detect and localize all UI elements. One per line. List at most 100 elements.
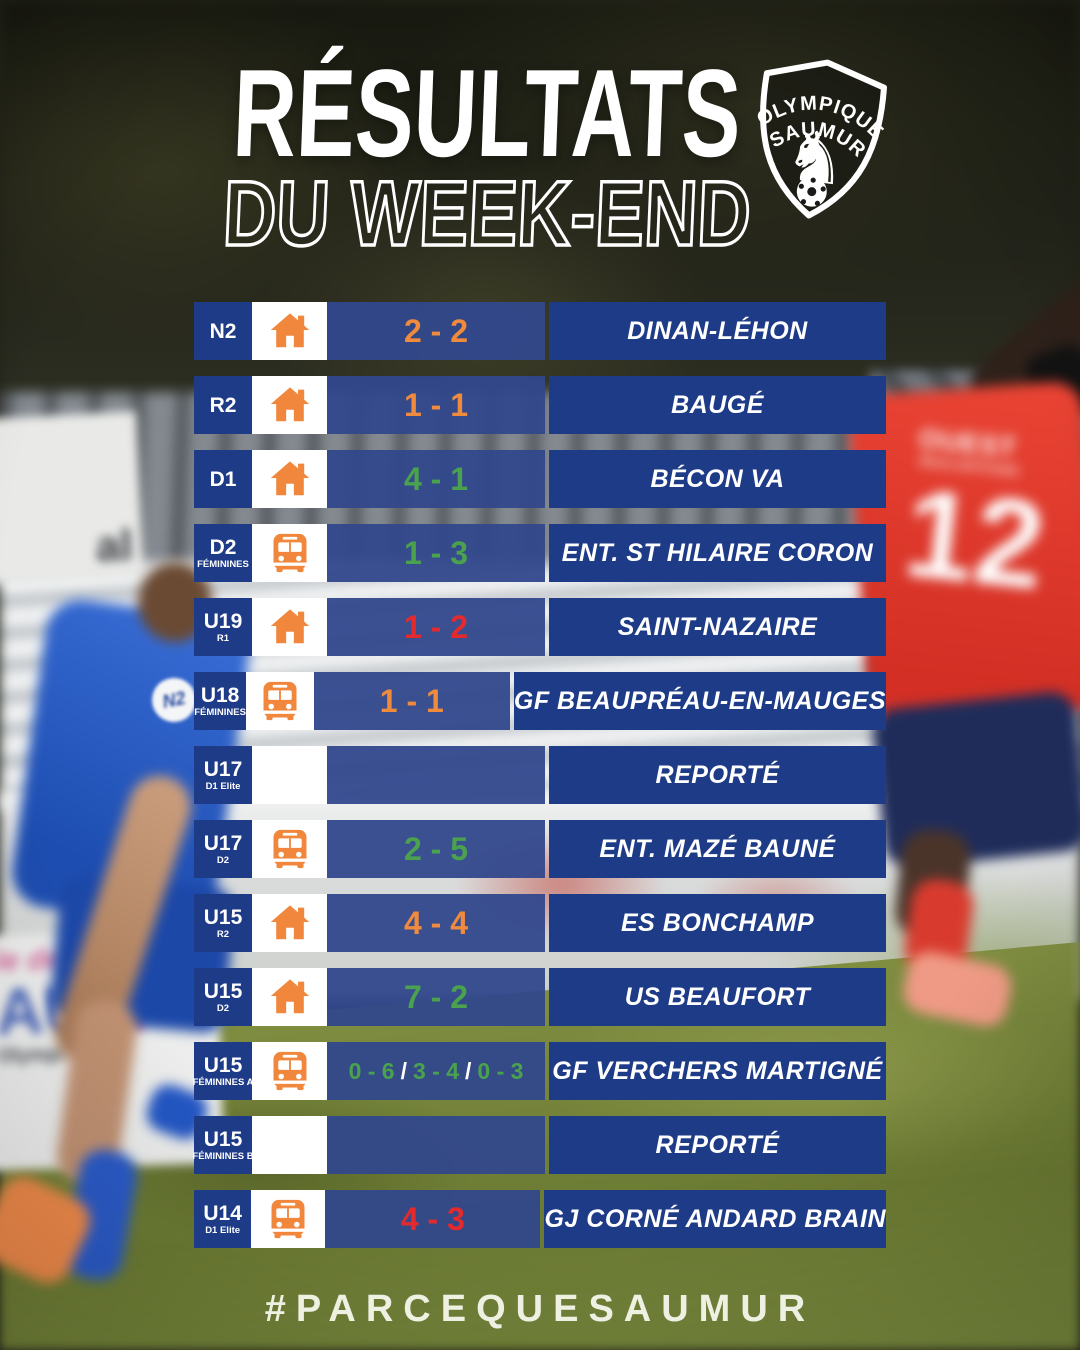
- score-cell: 1 - 1: [313, 672, 510, 730]
- result-row: U18 FÉMININES: [194, 672, 887, 730]
- stand-girder: [870, 370, 1080, 680]
- opponent-cell: REPORTÉ: [549, 746, 886, 804]
- league-cell: U15 R2: [194, 894, 252, 952]
- score-text: 4 - 1: [403, 460, 469, 497]
- venue-cell: [252, 746, 327, 804]
- league-cell: U17 D1 Elite: [194, 746, 252, 804]
- opponent-cell: BÉCON VA: [549, 450, 886, 508]
- league-cell: U15 FÉMININES B: [192, 1116, 254, 1174]
- league-cell: N2: [194, 302, 252, 360]
- score-cell: 4 - 4: [327, 894, 545, 952]
- result-row: U15 R2: [194, 894, 886, 952]
- league-label: U15: [203, 979, 243, 1003]
- saumur-wall-sign: le de AUM Olympi: [0, 927, 225, 1172]
- score-cell: 1 - 3: [327, 524, 545, 582]
- score-cell: 2 - 2: [327, 302, 545, 360]
- pink-boot: [899, 947, 1016, 1031]
- red-player-sock: [901, 876, 977, 979]
- venue-cell: [252, 376, 327, 434]
- score-cell: 2 - 5: [327, 820, 545, 878]
- score-text: 2 - 2: [403, 312, 469, 349]
- venue-cell: [252, 820, 327, 878]
- score-text: 0 - 6: [348, 1057, 395, 1084]
- league-cell: D2 FÉMININES: [194, 524, 252, 582]
- red-player-leg: [892, 826, 974, 944]
- league-label: U17: [203, 757, 243, 781]
- wall-sign-text: al: [94, 520, 134, 572]
- result-row: U17 D1 Elite: [194, 746, 886, 804]
- wall-text-sub: Olympi: [0, 1043, 66, 1068]
- division-label: D2: [216, 1002, 230, 1014]
- division-label: FÉMININES A: [192, 1076, 254, 1088]
- division-label: FÉMININES B: [192, 1150, 254, 1162]
- wall-letter-pink: M: [89, 968, 148, 1045]
- red-player-shorts: [870, 689, 1080, 871]
- opponent-cell: ES BONCHAMP: [549, 894, 886, 952]
- division-label: D1 Elite: [205, 780, 241, 792]
- opponent-cell: GJ CORNÉ ANDARD BRAIN: [544, 1190, 886, 1248]
- bus-icon: [266, 1197, 310, 1241]
- hashtag: #PARCEQUESAUMUR: [264, 1288, 816, 1330]
- home-icon: [267, 974, 313, 1020]
- result-row: N2: [194, 302, 886, 360]
- opponent-cell: US BEAUFORT: [549, 968, 886, 1026]
- result-row: R2: [194, 376, 886, 434]
- orange-boot: [0, 1169, 98, 1291]
- league-label: D2: [209, 535, 237, 559]
- bus-icon: [268, 827, 312, 871]
- score-cell: [327, 1116, 545, 1174]
- division-label: D1 Elite: [205, 1224, 241, 1236]
- league-label: U18: [200, 683, 240, 707]
- league-cell: U15 D2: [194, 968, 252, 1026]
- result-row: U17 D2: [194, 820, 886, 878]
- home-icon: [267, 900, 313, 946]
- league-label: N2: [209, 319, 237, 343]
- home-icon: [267, 456, 313, 502]
- score-text: 7 - 2: [403, 978, 469, 1015]
- venue-cell: [251, 1190, 326, 1248]
- venue-cell: [252, 894, 327, 952]
- result-row: U15 FÉMININES A: [192, 1042, 886, 1100]
- division-label: D2: [216, 854, 230, 866]
- blue-player-sock: [61, 1145, 141, 1285]
- result-row: U15 FÉMININES B: [192, 1116, 886, 1174]
- league-cell: U15 FÉMININES A: [192, 1042, 254, 1100]
- score-cell: 0 - 6/3 - 4/0 - 3: [327, 1042, 545, 1100]
- opponent-cell: BAUGÉ: [549, 376, 886, 434]
- club-crest-svg: OLYMPIQUE SAUMUR ♞: [751, 59, 891, 219]
- score-text: 4 - 3: [400, 1200, 465, 1237]
- home-icon: [267, 308, 313, 354]
- venue-cell: [252, 1116, 327, 1174]
- venue-cell: [252, 302, 327, 360]
- blue-player-leg: [53, 996, 141, 1189]
- bus-icon: [268, 531, 312, 575]
- result-row: D2 FÉMININES: [194, 524, 886, 582]
- league-cell: R2: [194, 376, 252, 434]
- league-label: U15: [203, 1127, 243, 1151]
- results-table: N2: [192, 302, 887, 1264]
- score-text: 0 - 3: [477, 1057, 524, 1084]
- venue-cell: [246, 672, 314, 730]
- score-text: 1 - 2: [403, 608, 469, 645]
- score-cell: 7 - 2: [327, 968, 545, 1026]
- league-label: R2: [209, 393, 237, 417]
- division-label: FÉMININES: [194, 706, 246, 718]
- crest-shield: [759, 59, 887, 219]
- sleeve-badge-text: N2: [160, 687, 188, 712]
- league-cell: U18 FÉMININES: [194, 672, 247, 730]
- home-icon: [267, 382, 313, 428]
- opponent-cell: DINAN-LÉHON: [549, 302, 886, 360]
- venue-cell: [252, 968, 327, 1026]
- league-label: D1: [209, 467, 237, 491]
- opponent-cell: GF VERCHERS MARTIGNÉ: [549, 1042, 886, 1100]
- opponent-cell: ENT. ST HILAIRE CORON: [549, 524, 886, 582]
- score-text: 1 - 1: [379, 682, 444, 719]
- bus-icon: [258, 679, 302, 723]
- league-label: U17: [203, 831, 243, 855]
- result-row: U14 D1 Elite: [194, 1190, 886, 1248]
- sleeve-badge: N2: [147, 673, 201, 727]
- league-label: U15: [203, 905, 243, 929]
- wall-sign: al: [0, 411, 145, 584]
- soccer-ball-icon: [796, 176, 827, 207]
